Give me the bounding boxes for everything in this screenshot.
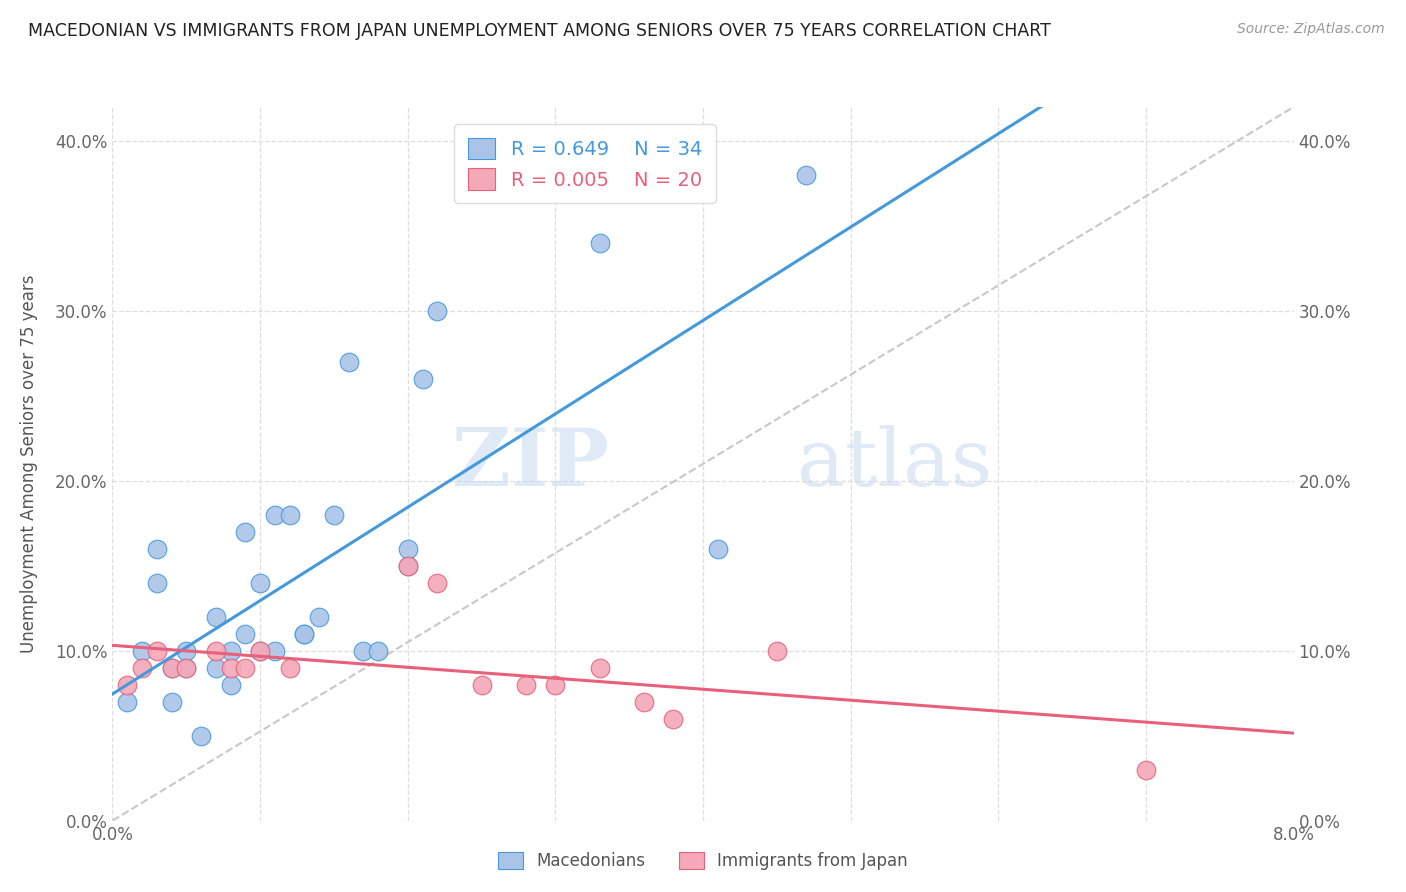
Point (117, 678, 138, 692)
Y-axis label: Unemployment Among Seniors over 75 years: Unemployment Among Seniors over 75 years (21, 275, 38, 653)
Point (588, 661, 610, 675)
Point (426, 304, 449, 318)
Point (662, 712, 685, 726)
Point (707, 541, 730, 556)
Point (160, 661, 183, 675)
Point (146, 575, 169, 590)
Point (396, 558, 419, 573)
Point (264, 644, 287, 658)
Point (396, 558, 419, 573)
Point (131, 661, 153, 675)
Point (796, 168, 818, 182)
Point (292, 626, 315, 640)
Point (205, 644, 228, 658)
Point (367, 644, 389, 658)
Point (278, 508, 301, 522)
Point (146, 644, 169, 658)
Point (174, 644, 197, 658)
Point (323, 508, 346, 522)
Point (249, 644, 271, 658)
Point (219, 678, 242, 692)
Point (471, 678, 494, 692)
Point (337, 355, 360, 369)
Point (174, 661, 197, 675)
Text: ZIP: ZIP (451, 425, 609, 503)
Point (278, 661, 301, 675)
Point (205, 609, 228, 624)
Point (292, 626, 315, 640)
Point (233, 626, 256, 640)
Point (396, 541, 419, 556)
Point (264, 508, 287, 522)
Point (352, 644, 374, 658)
Point (131, 644, 153, 658)
Point (308, 609, 330, 624)
Point (544, 678, 567, 692)
Point (174, 661, 197, 675)
Legend: Macedonians, Immigrants from Japan: Macedonians, Immigrants from Japan (492, 845, 914, 877)
Point (117, 695, 138, 709)
Point (160, 695, 183, 709)
Point (233, 661, 256, 675)
Text: Source: ZipAtlas.com: Source: ZipAtlas.com (1237, 22, 1385, 37)
Point (146, 541, 169, 556)
Point (588, 235, 610, 250)
Point (190, 729, 212, 743)
Text: MACEDONIAN VS IMMIGRANTS FROM JAPAN UNEMPLOYMENT AMONG SENIORS OVER 75 YEARS COR: MACEDONIAN VS IMMIGRANTS FROM JAPAN UNEM… (28, 22, 1052, 40)
Point (515, 678, 537, 692)
Point (765, 644, 787, 658)
Point (219, 644, 242, 658)
Point (426, 575, 449, 590)
Point (249, 644, 271, 658)
Point (233, 524, 256, 539)
Point (249, 575, 271, 590)
Point (412, 372, 434, 386)
Point (633, 695, 655, 709)
Point (160, 661, 183, 675)
Point (205, 661, 228, 675)
Point (219, 661, 242, 675)
Point (1135, 763, 1157, 777)
Text: atlas: atlas (797, 425, 993, 503)
